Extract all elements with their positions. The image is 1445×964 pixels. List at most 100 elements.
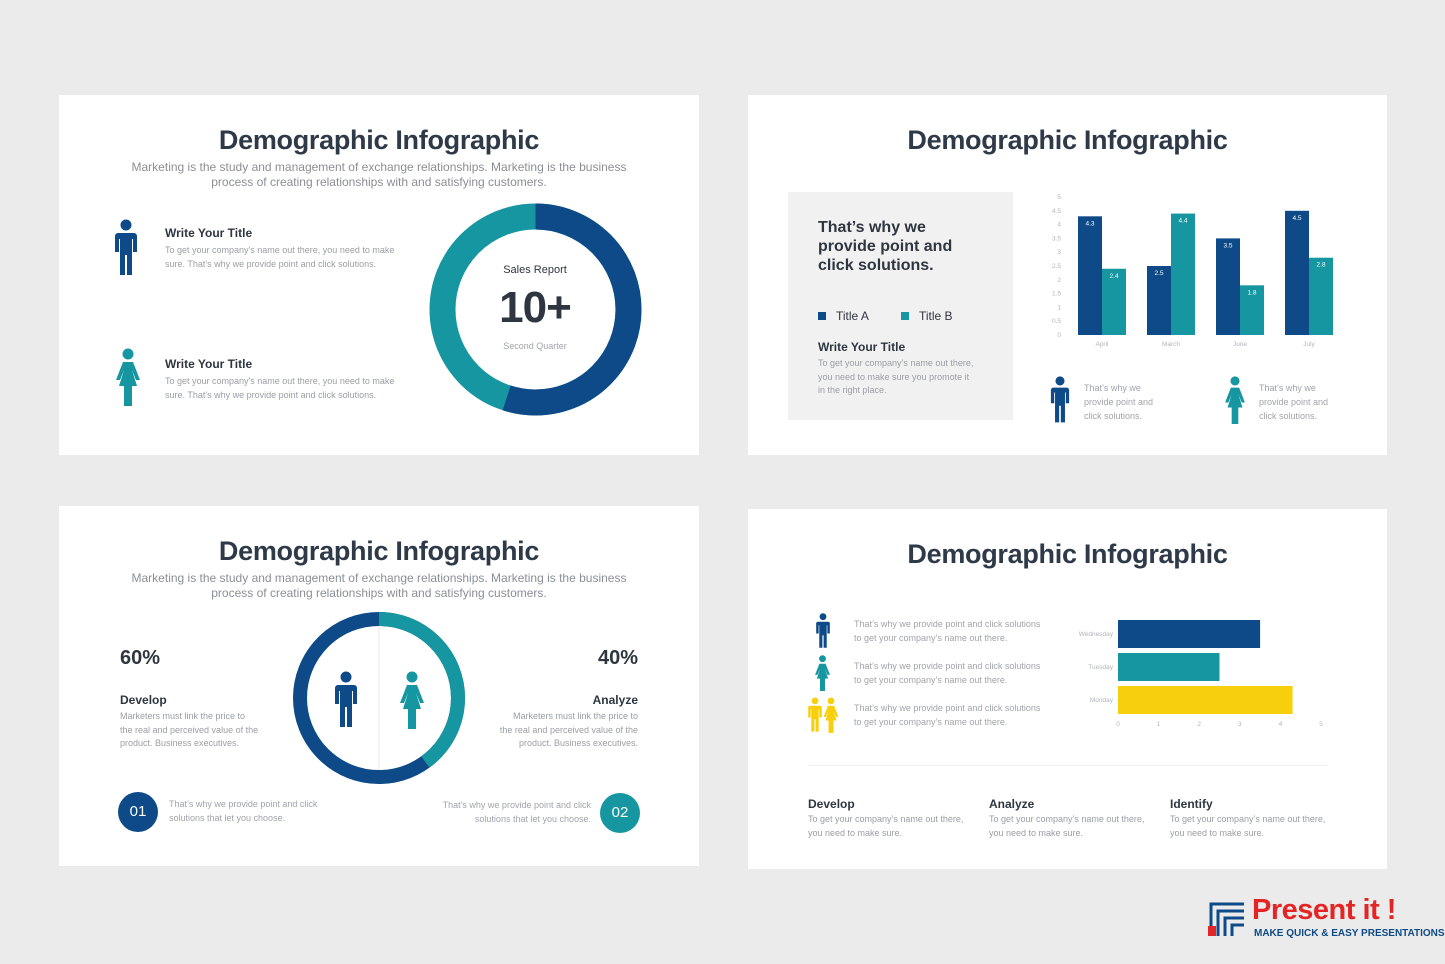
y-tick-label: 1.5: [1052, 291, 1061, 298]
panel-heading: That’s why we provide point and click so…: [818, 219, 953, 274]
step-text: That’s why we provide point and click so…: [442, 800, 591, 824]
donut-label: Sales Report: [503, 264, 567, 276]
column-text: To get your company’s name out there, yo…: [989, 814, 1145, 838]
bar: [1285, 210, 1309, 335]
bar: [1078, 216, 1102, 335]
row-text: That’s why we provide point and click so…: [854, 661, 1041, 685]
bar: [1118, 686, 1293, 714]
analyze-heading: Analyze: [592, 693, 638, 707]
legend-swatch: [818, 312, 826, 320]
female-icon: [815, 655, 830, 691]
bar-value-label: 2.8: [1316, 262, 1325, 269]
female-icon: [1225, 376, 1245, 424]
bar-value-label: 4.4: [1178, 218, 1187, 225]
y-tick-label: 4.5: [1052, 208, 1061, 215]
slide-1: Demographic Infographic Marketing is the…: [59, 95, 699, 455]
y-tick-label: Tuesday: [1088, 664, 1113, 671]
donut-navy-arc: [429, 203, 642, 416]
brand-name: Present it !: [1252, 894, 1396, 926]
develop-text: Marketers must link the price to the rea…: [120, 711, 259, 748]
bar-value-label: 1.8: [1247, 289, 1256, 296]
panel-title: Write Your Title: [818, 340, 906, 354]
male-icon: [1050, 376, 1070, 423]
slide-subtitle: Marketing is the study and management of…: [131, 571, 627, 600]
couple-icon: [808, 697, 839, 733]
x-tick-label: March: [1162, 341, 1180, 348]
row-text: That’s why we provide point and click so…: [854, 619, 1041, 643]
slide-title: Demographic Infographic: [218, 536, 540, 566]
y-tick-label: 0.5: [1052, 318, 1061, 325]
x-tick-label: 5: [1319, 721, 1323, 728]
male-icon: [115, 219, 137, 275]
slide-2: Demographic Infographic That’s why we pr…: [748, 95, 1387, 455]
column-text: To get your company’s name out there, yo…: [1170, 814, 1326, 838]
y-tick-label: 4: [1057, 222, 1061, 229]
donut-caption: Second Quarter: [503, 341, 567, 351]
analyze-percent: 40%: [597, 647, 638, 669]
info-panel: That’s why we provide point and click so…: [788, 192, 1013, 420]
column-text: To get your company’s name out there, yo…: [808, 814, 964, 838]
item-text: To get your company's name out there, yo…: [165, 245, 395, 269]
brand-logo: Present it ! MAKE QUICK & EASY PRESENTAT…: [1208, 894, 1445, 944]
note-text: That’s why we provide point and click so…: [1084, 383, 1154, 421]
x-tick-label: July: [1303, 341, 1315, 348]
y-tick-label: 3: [1057, 249, 1061, 256]
x-tick-label: 3: [1238, 721, 1242, 728]
bar: [1147, 266, 1171, 335]
legend-title-a: Title A: [818, 309, 869, 323]
y-tick-label: 2: [1057, 277, 1061, 284]
note-text: That’s why we provide point and click so…: [1259, 383, 1329, 421]
bar-value-label: 3.5: [1223, 242, 1232, 249]
female-icon: [116, 348, 140, 406]
donut-teal-arc: [293, 612, 465, 784]
slide-title: Demographic Infographic: [218, 125, 540, 155]
bar-value-label: 4.3: [1085, 220, 1094, 227]
legend-swatch: [901, 312, 909, 320]
step-badge-02: 02: [600, 793, 640, 833]
slide-4: Demographic Infographic That’s why we pr…: [748, 509, 1387, 869]
sales-donut-chart: [429, 203, 642, 416]
gender-donut-chart: [293, 612, 465, 784]
legend-title-b: Title B: [901, 309, 953, 323]
bar: [1216, 238, 1240, 335]
male-icon: [335, 671, 357, 727]
bar: [1240, 285, 1264, 335]
column-heading: Identify: [1170, 797, 1213, 811]
y-tick-label: 5: [1057, 194, 1061, 201]
female-icon: [400, 671, 424, 729]
x-tick-label: April: [1095, 341, 1109, 348]
bar: [1309, 257, 1333, 335]
item-title: Write Your Title: [165, 226, 253, 240]
brand-tagline: MAKE QUICK & EASY PRESENTATIONS: [1254, 928, 1445, 939]
slide-title: Demographic Infographic: [907, 125, 1228, 155]
slide-subtitle: Marketing is the study and management of…: [131, 160, 627, 189]
step-badge-01: 01: [118, 792, 158, 832]
y-tick-label: 1: [1057, 304, 1061, 311]
y-tick-label: Wednesday: [1079, 631, 1114, 638]
male-icon: [816, 613, 830, 648]
logo-mark-icon: [1208, 902, 1244, 936]
bar-value-label: 4.5: [1292, 215, 1301, 222]
x-tick-label: 2: [1197, 721, 1201, 728]
bar-value-label: 2.4: [1109, 273, 1118, 280]
x-tick-label: 1: [1157, 721, 1161, 728]
bar-value-label: 2.5: [1154, 270, 1163, 277]
y-tick-label: 0: [1057, 332, 1061, 339]
y-tick-label: Monday: [1090, 697, 1114, 704]
column-chart: 0 0.5 1 1.5 2 2.5 3 3.5 4 4.5 5 4.3 2.4 April 2.5 4.4 Ma…: [1052, 194, 1333, 348]
bar: [1118, 653, 1220, 681]
step-text: That’s why we provide point and click so…: [169, 799, 318, 823]
x-tick-label: June: [1233, 341, 1247, 348]
slide-title: Demographic Infographic: [907, 539, 1228, 569]
bar: [1171, 213, 1195, 335]
bar: [1102, 268, 1126, 335]
develop-percent: 60%: [120, 647, 161, 669]
panel-text: To get your company’s name out there, yo…: [818, 358, 974, 395]
analyze-text: Marketers must link the price to the rea…: [499, 711, 638, 748]
item-title: Write Your Title: [165, 357, 253, 371]
y-tick-label: 2.5: [1052, 263, 1061, 270]
x-tick-label: 0: [1116, 721, 1120, 728]
item-text: To get your company's name out there, yo…: [165, 376, 395, 400]
row-text: That’s why we provide point and click so…: [854, 703, 1041, 727]
slide-3: Demographic Infographic Marketing is the…: [59, 506, 699, 866]
